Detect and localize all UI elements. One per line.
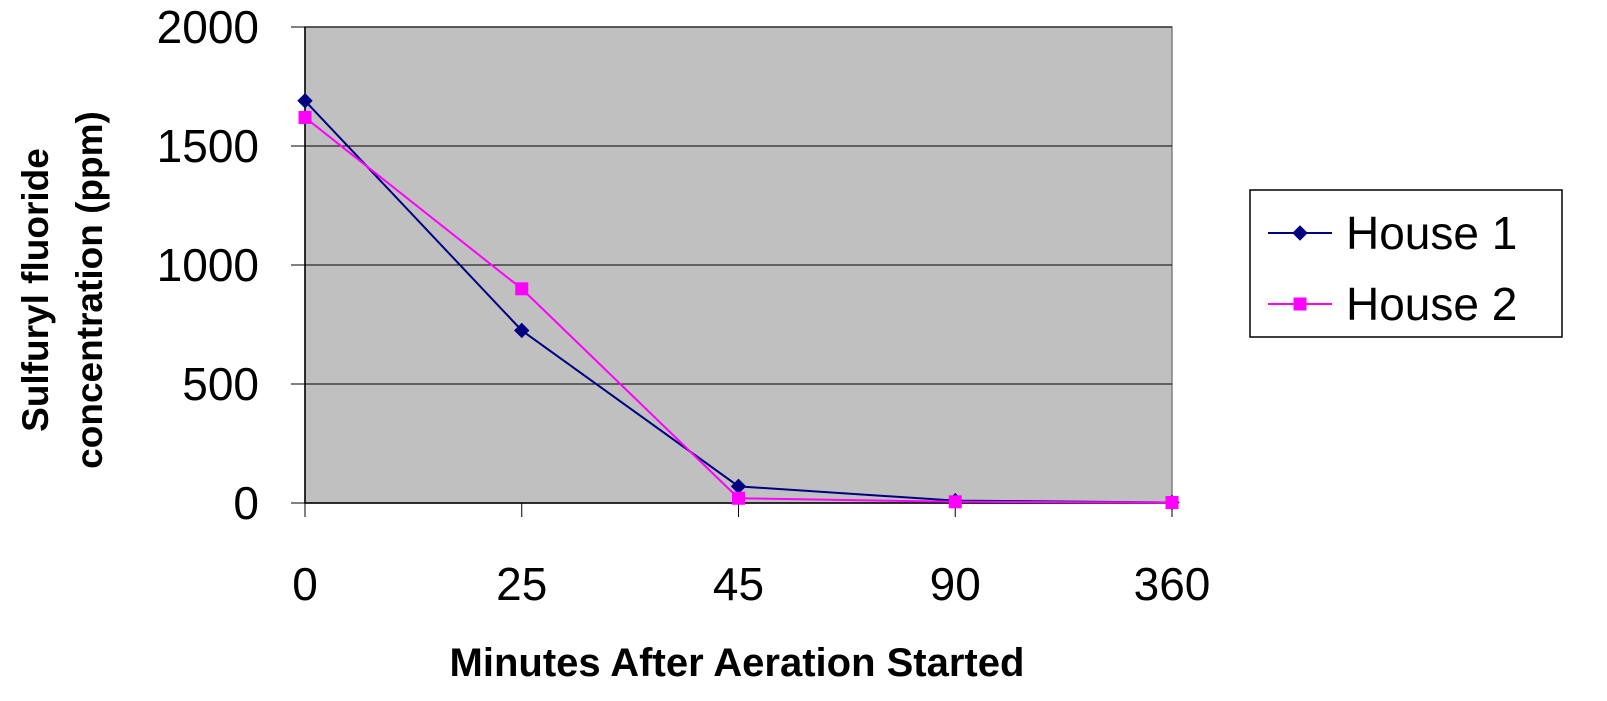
axis-labels: Minutes After Aeration Started Sulfuryl … (15, 111, 1024, 685)
legend-label-1: House 1 (1346, 207, 1517, 259)
series-2 (298, 110, 1179, 510)
data-point-2-0 (298, 110, 312, 124)
legend-entry-1: House 1 (1268, 207, 1517, 259)
y-tick-label-2000: 2000 (157, 1, 259, 53)
legend: House 1 House 2 (1249, 189, 1563, 338)
y-tick-label-500: 500 (182, 358, 259, 410)
tick-labels: 0 500 1000 1500 2000 0 25 45 90 360 (157, 1, 1211, 610)
data-point-1-25 (514, 322, 530, 339)
grid (305, 26, 1172, 385)
y-tick-label-0: 0 (233, 477, 259, 529)
data-point-2-360 (1165, 496, 1179, 510)
y-axis-label-line-2: concentration (ppm) (69, 111, 110, 469)
y-tick-label-1000: 1000 (157, 239, 259, 291)
y-axis-label-line-1: Sulfuryl fluoride (15, 148, 56, 432)
legend-entry-2: House 2 (1268, 278, 1517, 330)
x-tick-label-45: 45 (713, 558, 764, 610)
legend-swatch-marker-2 (1293, 297, 1307, 311)
data-point-2-25 (515, 282, 529, 296)
legend-label-2: House 2 (1346, 278, 1517, 330)
data-point-2-45 (732, 491, 745, 505)
x-axis-label: Minutes After Aeration Started (450, 641, 1025, 685)
legend-swatch-marker-1 (1292, 225, 1308, 241)
data-point-1-0 (297, 93, 313, 109)
x-tick-label-360: 360 (1134, 558, 1211, 610)
data-point-2-90 (948, 495, 962, 509)
x-tick-label-90: 90 (930, 558, 981, 610)
series-group (297, 93, 1180, 511)
x-tick-label-0: 0 (292, 558, 318, 610)
legend-box (1249, 189, 1563, 338)
x-tick-label-25: 25 (496, 558, 547, 610)
y-tick-label-1500: 1500 (157, 120, 259, 172)
